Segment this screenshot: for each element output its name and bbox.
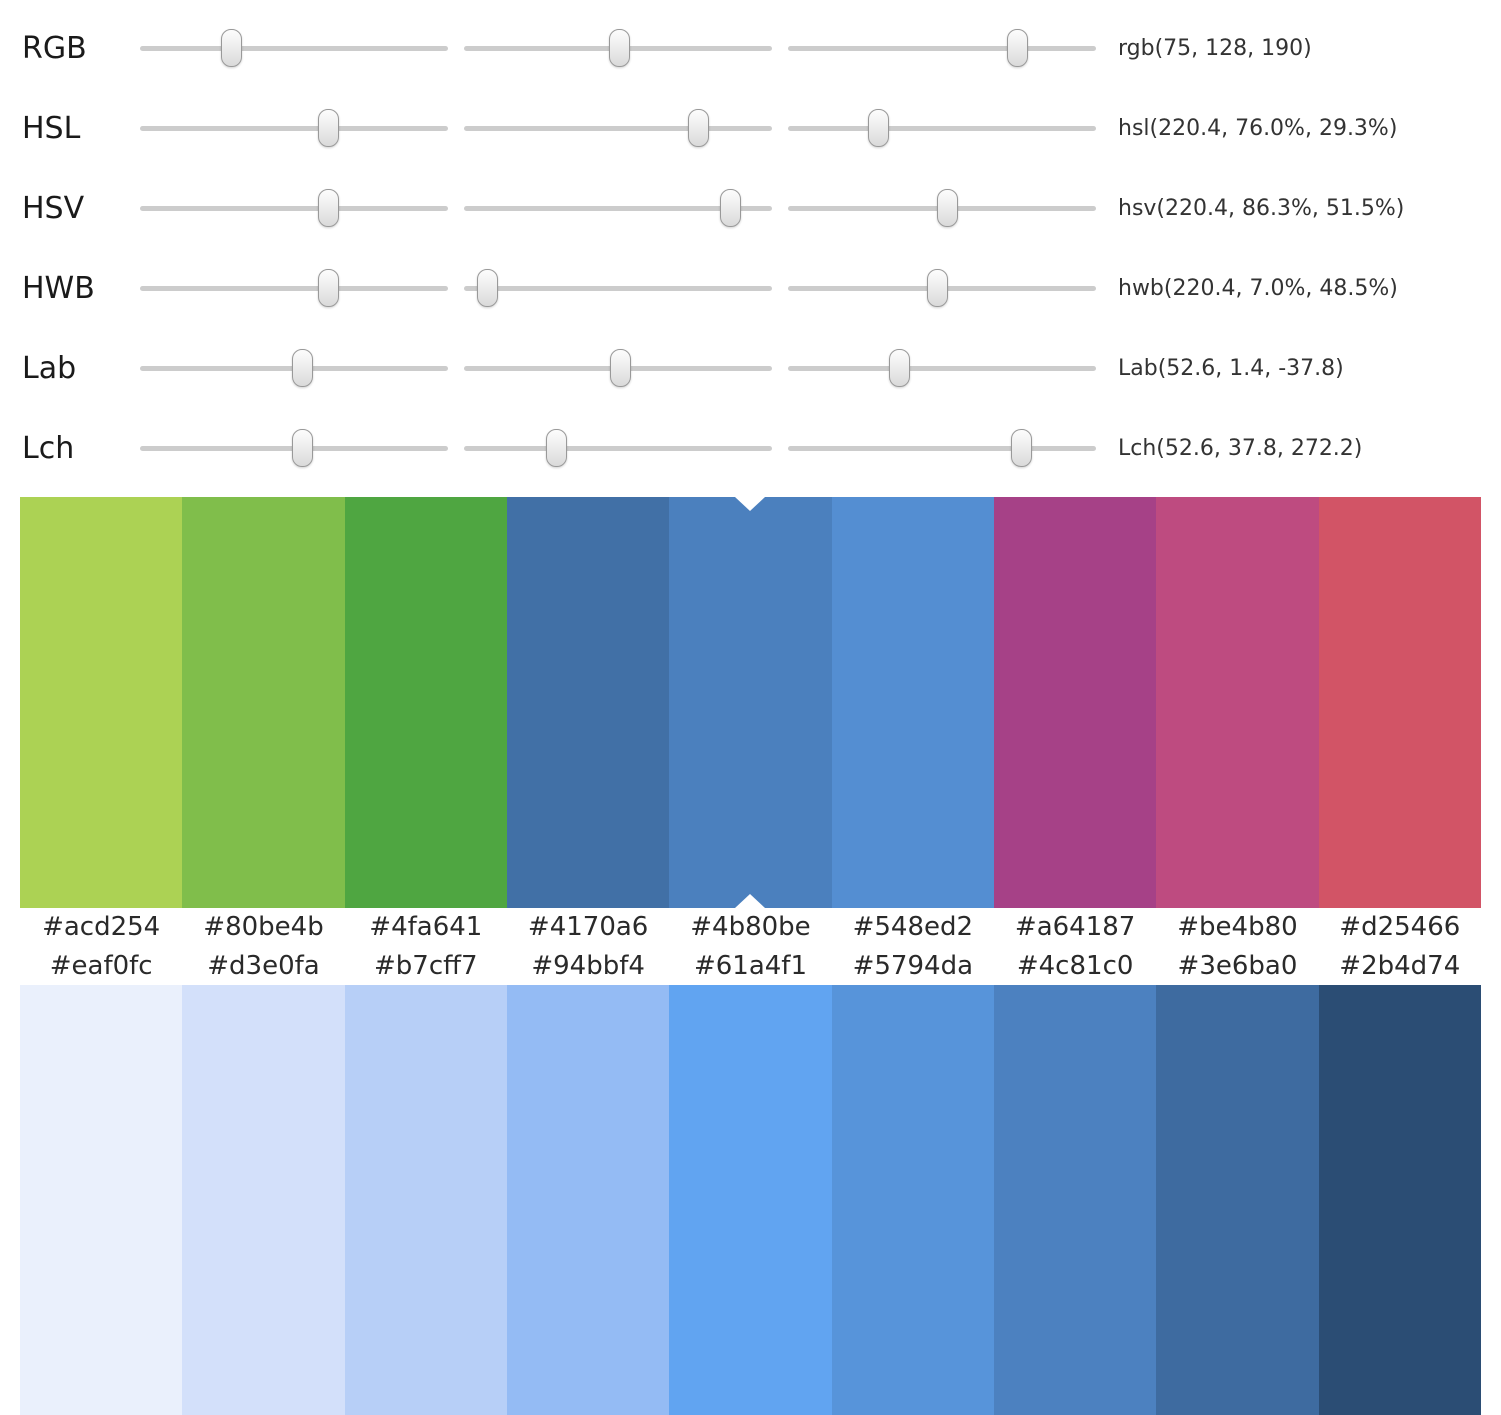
- hsv-v-slider[interactable]: [788, 189, 1096, 227]
- hwb-h-slider[interactable]: [140, 269, 448, 307]
- selected-notch-top-icon: [735, 497, 766, 511]
- palette-swatch[interactable]: [20, 497, 183, 908]
- slider-row-lch: Lch Lch(52.6, 37.8, 272.2): [0, 408, 1501, 488]
- hwb-w-slider[interactable]: [464, 269, 772, 307]
- hsl-l-slider-handle[interactable]: [868, 109, 890, 147]
- lch-value-text: Lch(52.6, 37.8, 272.2): [1118, 435, 1363, 461]
- hwb-w-slider-handle[interactable]: [477, 269, 499, 307]
- hex-label: #d25466: [1339, 912, 1461, 942]
- lab-label: Lab: [22, 350, 77, 386]
- hex-label: #be4b80: [1177, 912, 1298, 942]
- hex-label: #4b80be: [690, 912, 811, 942]
- lch-l-slider-handle[interactable]: [292, 429, 313, 467]
- scale-swatch[interactable]: [993, 985, 1157, 1415]
- scale-swatch[interactable]: [344, 985, 507, 1415]
- scale-swatch[interactable]: [1156, 985, 1319, 1415]
- scale-swatch[interactable]: [1318, 985, 1481, 1415]
- scale-swatch[interactable]: [831, 985, 994, 1415]
- lightness-scale-hex-labels: #eaf0fc #d3e0fa #b7cff7 #94bbf4 #61a4f1 …: [20, 946, 1481, 985]
- hsl-label: HSL: [22, 110, 81, 146]
- hsv-v-slider-handle[interactable]: [936, 189, 958, 227]
- slider-row-hsl: HSL hsl(220.4, 76.0%, 29.3%): [0, 88, 1501, 168]
- rgb-r-slider-handle[interactable]: [220, 29, 242, 67]
- slider-row-rgb: RGB rgb(75, 128, 190): [0, 8, 1501, 88]
- lab-l-slider-handle[interactable]: [292, 349, 313, 387]
- rgb-value-text: rgb(75, 128, 190): [1118, 35, 1312, 61]
- hsv-h-slider[interactable]: [140, 189, 448, 227]
- lightness-scale-band: [20, 985, 1481, 1415]
- hsv-s-slider-handle[interactable]: [719, 189, 741, 227]
- hex-label: #4fa641: [369, 912, 483, 942]
- hex-label: #61a4f1: [693, 950, 807, 981]
- hsv-value-text: hsv(220.4, 86.3%, 51.5%): [1118, 195, 1405, 221]
- rgb-b-slider[interactable]: [788, 29, 1096, 67]
- hwb-h-slider-handle[interactable]: [318, 269, 340, 307]
- hsv-s-slider[interactable]: [464, 189, 772, 227]
- hwb-b-slider-handle[interactable]: [927, 269, 949, 307]
- lab-value-text: Lab(52.6, 1.4, -37.8): [1118, 355, 1344, 381]
- hue-palette-band: [20, 497, 1481, 908]
- palette-swatch[interactable]: [344, 497, 507, 908]
- rgb-g-slider-handle[interactable]: [608, 29, 630, 67]
- lab-b-slider-handle[interactable]: [888, 349, 910, 387]
- palette-swatch[interactable]: [182, 497, 345, 908]
- lch-h-slider-handle[interactable]: [1010, 429, 1032, 467]
- hsl-h-slider[interactable]: [140, 109, 448, 147]
- lch-label: Lch: [22, 430, 75, 466]
- hex-label: #548ed2: [852, 912, 974, 942]
- hsl-l-slider[interactable]: [788, 109, 1096, 147]
- hex-label: #5794da: [852, 950, 973, 981]
- palette-swatch[interactable]: [831, 497, 994, 908]
- scale-swatch[interactable]: [182, 985, 345, 1415]
- hwb-value-text: hwb(220.4, 7.0%, 48.5%): [1118, 275, 1398, 301]
- hsv-label: HSV: [22, 190, 85, 226]
- rgb-b-slider-handle[interactable]: [1007, 29, 1029, 67]
- palette-swatch-selected[interactable]: [669, 497, 832, 908]
- hex-label: #2b4d74: [1339, 950, 1461, 981]
- rgb-g-slider[interactable]: [464, 29, 772, 67]
- slider-row-hsv: HSV hsv(220.4, 86.3%, 51.5%): [0, 168, 1501, 248]
- hex-label: #3e6ba0: [1177, 950, 1298, 981]
- hex-label: #94bbf4: [531, 950, 645, 981]
- slider-row-hwb: HWB hwb(220.4, 7.0%, 48.5%): [0, 248, 1501, 328]
- palette-swatch[interactable]: [993, 497, 1157, 908]
- hsl-s-slider-handle[interactable]: [688, 109, 710, 147]
- hwb-label: HWB: [22, 270, 95, 306]
- rgb-r-slider[interactable]: [140, 29, 448, 67]
- selected-notch-bottom-icon: [735, 894, 766, 908]
- lch-c-slider-handle[interactable]: [546, 429, 568, 467]
- hex-label: #d3e0fa: [207, 950, 320, 981]
- hsl-h-slider-handle[interactable]: [318, 109, 340, 147]
- hsl-s-slider[interactable]: [464, 109, 772, 147]
- slider-row-lab: Lab Lab(52.6, 1.4, -37.8): [0, 328, 1501, 408]
- lch-c-slider[interactable]: [464, 429, 772, 467]
- lab-b-slider[interactable]: [788, 349, 1096, 387]
- lch-l-slider[interactable]: [140, 429, 448, 467]
- rgb-label: RGB: [22, 30, 87, 66]
- hex-label: #b7cff7: [374, 950, 478, 981]
- hex-label: #a64187: [1014, 912, 1136, 942]
- hex-label: #80be4b: [203, 912, 324, 942]
- hex-label: #eaf0fc: [49, 950, 153, 981]
- scale-swatch[interactable]: [669, 985, 832, 1415]
- hsv-h-slider-handle[interactable]: [318, 189, 340, 227]
- hex-label: #4c81c0: [1016, 950, 1134, 981]
- palette-swatch[interactable]: [1318, 497, 1481, 908]
- scale-swatch[interactable]: [20, 985, 183, 1415]
- palette-swatch[interactable]: [506, 497, 670, 908]
- scale-swatch[interactable]: [506, 985, 670, 1415]
- lab-l-slider[interactable]: [140, 349, 448, 387]
- lab-a-slider[interactable]: [464, 349, 772, 387]
- hex-label: #acd254: [42, 912, 161, 942]
- lab-a-slider-handle[interactable]: [609, 349, 631, 387]
- hwb-b-slider[interactable]: [788, 269, 1096, 307]
- hsl-value-text: hsl(220.4, 76.0%, 29.3%): [1118, 115, 1398, 141]
- lch-h-slider[interactable]: [788, 429, 1096, 467]
- colorspace-sliders: RGB rgb(75, 128, 190) HSL hsl(220.4, 76.…: [0, 0, 1501, 488]
- hex-label: #4170a6: [527, 912, 649, 942]
- hue-palette-hex-labels: #acd254 #80be4b #4fa641 #4170a6 #4b80be …: [20, 908, 1481, 946]
- palette-swatch[interactable]: [1156, 497, 1319, 908]
